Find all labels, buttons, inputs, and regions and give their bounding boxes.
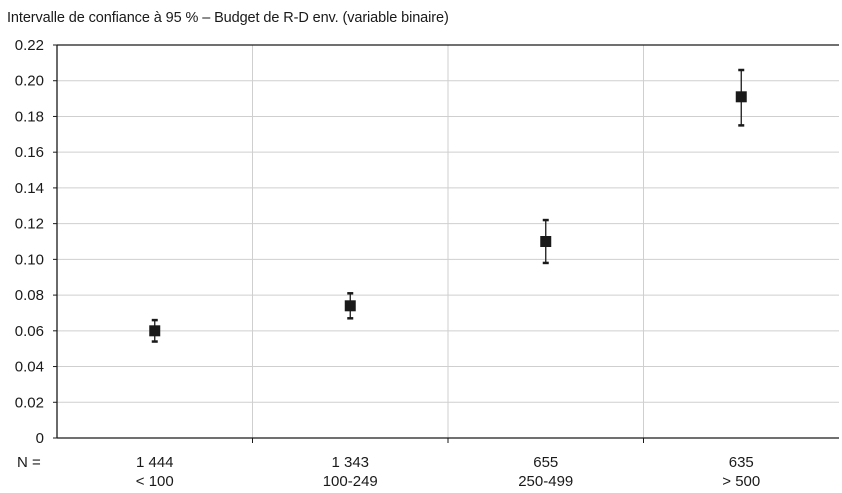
- data-point-marker: [540, 236, 552, 247]
- axes: [56, 44, 839, 443]
- y-tick-label: 0.06: [15, 323, 44, 340]
- data-point-marker: [149, 325, 161, 337]
- data-marks: [149, 68, 747, 343]
- y-tick-label: 0.12: [15, 216, 44, 233]
- n-count-label: 1 343: [331, 454, 369, 471]
- y-tick-label: 0.08: [15, 287, 44, 304]
- gridlines: [57, 45, 839, 438]
- chart-title: Intervalle de confiance à 95 % – Budget …: [7, 10, 449, 26]
- y-tick-label: 0.20: [15, 73, 44, 90]
- x-axis-labels: N = 1 444 < 100 1 343 100-249 655 250-499 635 > …: [17, 454, 760, 490]
- y-tick-label: 0.16: [15, 144, 44, 161]
- y-tick-label: 0.14: [15, 180, 44, 197]
- category-label: > 500: [722, 473, 760, 490]
- category-label: 100-249: [323, 473, 378, 490]
- n-count-label: 635: [729, 454, 754, 471]
- y-tick-label: 0.02: [15, 394, 44, 411]
- n-count-label: 1 444: [136, 454, 174, 471]
- y-tick-label: 0: [36, 430, 44, 447]
- y-tick-label: 0.04: [15, 359, 44, 376]
- y-tick-label: 0.18: [15, 108, 44, 125]
- y-tick-label: 0.22: [15, 37, 44, 54]
- category-label: < 100: [136, 473, 174, 490]
- y-axis-ticks: 0 0.02 0.04 0.06 0.08 0.10 0.12 0.14 0.16 0.18 0.2…: [15, 37, 57, 447]
- data-point-marker: [344, 300, 356, 312]
- n-count-label: 655: [533, 454, 558, 471]
- category-label: 250-499: [518, 473, 573, 490]
- n-prefix-label: N =: [17, 454, 41, 471]
- y-tick-label: 0.10: [15, 251, 44, 268]
- data-point-marker: [735, 91, 747, 103]
